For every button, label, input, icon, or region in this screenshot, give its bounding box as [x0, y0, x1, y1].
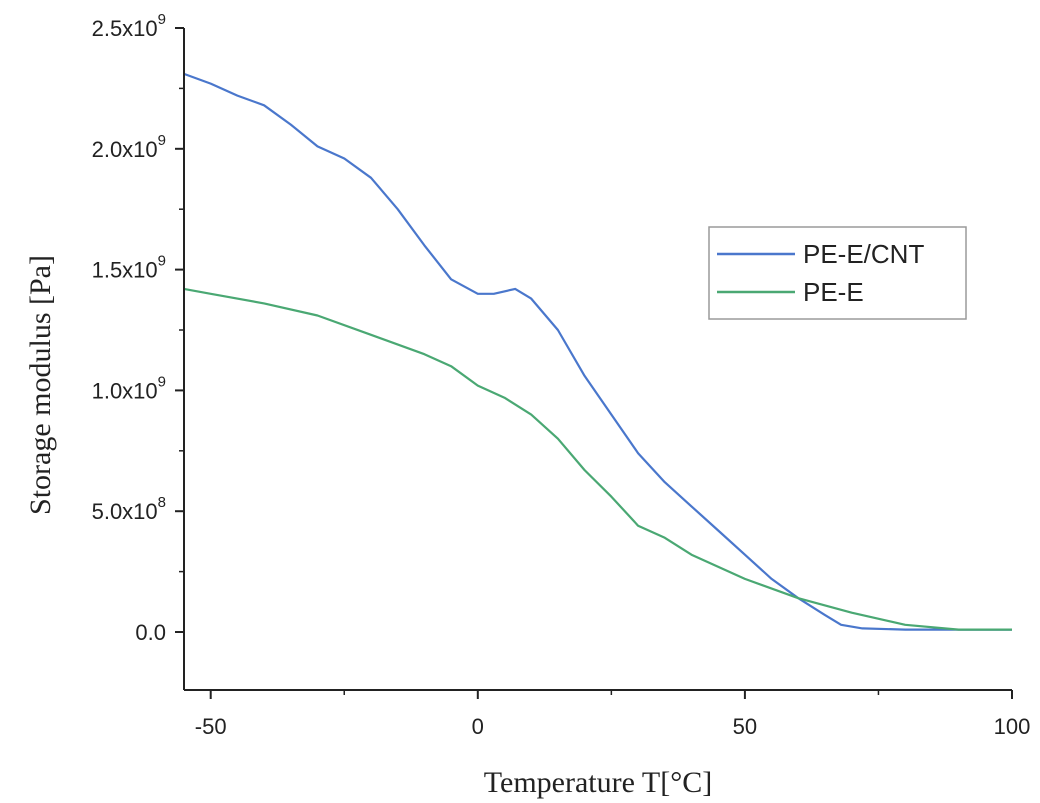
- series-line-pe-e-cnt: [183, 72, 1012, 631]
- plot-area: [183, 72, 1012, 631]
- axes: -50 0 50 100 0.0 5.0x108 1.0x109 1.5x109 2.0x109…: [92, 11, 1031, 739]
- y-tick-label: 5.0x108: [92, 494, 166, 524]
- series-line-pe-e: [183, 287, 1012, 631]
- x-tick-label: 100: [994, 714, 1031, 739]
- x-axis-title: Temperature T[°C]: [484, 766, 712, 799]
- y-tick-label: 2.0x109: [92, 132, 166, 162]
- y-axis-title: Storage modulus [Pa]: [24, 255, 57, 515]
- x-tick-label: 0: [472, 714, 484, 739]
- y-tick-label: 2.5x109: [92, 11, 166, 41]
- y-tick-label: 1.5x109: [92, 253, 166, 283]
- x-tick-label: 50: [733, 714, 757, 739]
- legend: PE-E/CNT PE-E: [708, 226, 967, 320]
- legend-label: PE-E/CNT: [803, 239, 924, 269]
- y-tick-label: 0.0: [135, 620, 166, 645]
- y-tick-label: 1.0x109: [92, 373, 166, 403]
- x-tick-label: -50: [195, 714, 227, 739]
- legend-box: [708, 226, 967, 320]
- legend-label: PE-E: [803, 277, 864, 307]
